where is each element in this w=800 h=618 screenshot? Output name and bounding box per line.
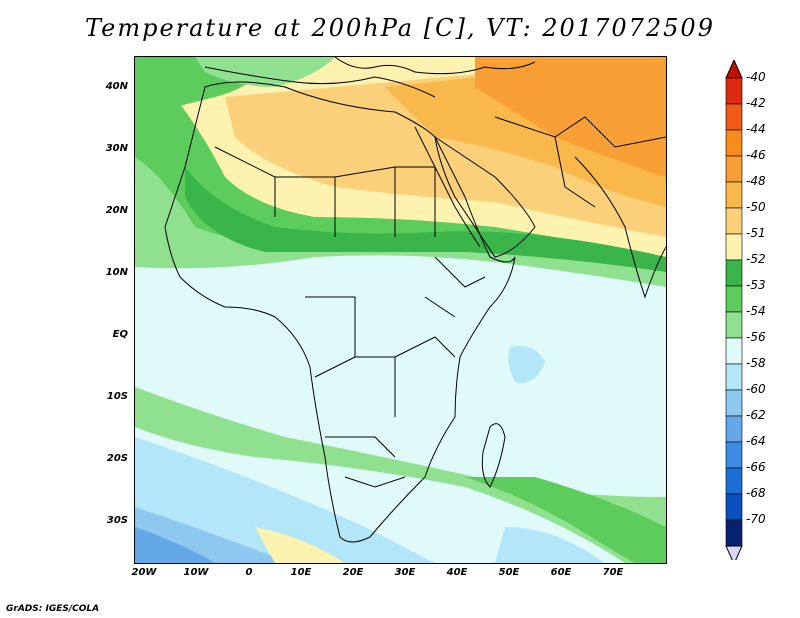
colorbar-swatch <box>725 285 743 313</box>
field-light-blue-south <box>135 437 435 563</box>
field-green-belt <box>185 167 666 272</box>
madagascar-coast <box>481 423 506 488</box>
colorbar-label: -48 <box>746 174 766 188</box>
colorbar-label: -42 <box>746 96 766 110</box>
credit-text: GrADS: IGES/COLA <box>6 604 100 614</box>
colorbar-label: -56 <box>746 330 766 344</box>
x-tick-label: 0 <box>245 567 253 578</box>
map-title: Temperature at 200hPa [C], VT: 201707250… <box>85 14 715 42</box>
y-tick-label: EQ <box>112 329 128 340</box>
colorbar-label: -54 <box>746 304 766 318</box>
field-light-green-nw <box>195 57 335 87</box>
colorbar-swatch <box>725 519 743 547</box>
colorbar-label: -68 <box>746 486 766 500</box>
asia-borders <box>494 116 666 208</box>
colorbar-label: -50 <box>746 200 766 214</box>
colorbar-swatches <box>725 60 743 560</box>
colorbar <box>725 60 743 560</box>
europe-coast <box>334 57 536 75</box>
x-tick-label: 70E <box>602 567 624 578</box>
field-light-blue-se <box>495 527 605 563</box>
red-sea-coast <box>414 126 481 248</box>
colorbar-swatch <box>725 311 743 339</box>
colorbar-label: -52 <box>746 252 766 266</box>
colorbar-label: -46 <box>746 148 766 162</box>
colorbar-swatch <box>725 467 743 495</box>
field-orange-north <box>475 57 666 177</box>
colorbar-swatch <box>725 337 743 365</box>
colorbar-label: -60 <box>746 382 766 396</box>
x-tick-label: 10W <box>183 567 209 578</box>
y-tick-label: 20S <box>106 453 128 464</box>
x-tick-label: 60E <box>550 567 572 578</box>
x-tick-label: 40E <box>446 567 468 578</box>
colorbar-swatch <box>725 363 743 391</box>
temperature-map <box>134 56 667 564</box>
southern-africa-borders <box>325 436 406 488</box>
field-blue-patch <box>508 346 545 383</box>
x-tick-label: 30E <box>394 567 416 578</box>
colorbar-label: -53 <box>746 278 766 292</box>
colorbar-swatch <box>725 259 743 287</box>
colorbar-label: -66 <box>746 460 766 474</box>
y-tick-label: 30N <box>105 143 128 154</box>
x-tick-label: 50E <box>498 567 520 578</box>
y-tick-label: 30S <box>106 515 128 526</box>
colorbar-swatch <box>725 415 743 443</box>
north-africa-borders <box>214 146 436 237</box>
colorbar-swatch <box>725 129 743 157</box>
field-yellow-south <box>255 527 345 563</box>
y-tick-label: 10S <box>106 391 128 402</box>
colorbar-swatch <box>725 181 743 209</box>
field-light-green-south <box>135 387 666 563</box>
map-canvas <box>135 57 666 563</box>
colorbar-label: -70 <box>746 512 766 526</box>
colorbar-bottom-triangle <box>725 545 743 560</box>
colorbar-label: -64 <box>746 434 766 448</box>
colorbar-swatch <box>725 207 743 235</box>
x-tick-label: 20E <box>342 567 364 578</box>
x-tick-label: 20W <box>131 567 157 578</box>
colorbar-label: -51 <box>746 226 766 240</box>
colorbar-label: -44 <box>746 122 766 136</box>
colorbar-label: -40 <box>746 70 766 84</box>
y-tick-label: 20N <box>105 205 128 216</box>
colorbar-label: -58 <box>746 356 766 370</box>
mediterranean-coast <box>204 66 436 98</box>
y-tick-label: 10N <box>105 267 128 278</box>
colorbar-swatch <box>725 233 743 261</box>
field-green-south <box>465 477 666 563</box>
y-tick-label: 40N <box>105 81 128 92</box>
coastlines <box>164 57 666 543</box>
field-deep-blue-south <box>135 527 215 563</box>
colorbar-top-triangle <box>725 60 743 79</box>
east-africa-borders <box>424 256 486 318</box>
arabia-coast <box>434 135 536 258</box>
colorbar-swatch <box>725 155 743 183</box>
india-coast <box>574 156 666 299</box>
colorbar-swatch <box>725 493 743 521</box>
colorbar-swatch <box>725 441 743 469</box>
colorbar-swatch <box>725 77 743 105</box>
x-tick-label: 10E <box>290 567 312 578</box>
colorbar-label: -62 <box>746 408 766 422</box>
central-africa-borders <box>305 296 456 417</box>
colorbar-swatch <box>725 389 743 417</box>
colorbar-swatch <box>725 103 743 131</box>
